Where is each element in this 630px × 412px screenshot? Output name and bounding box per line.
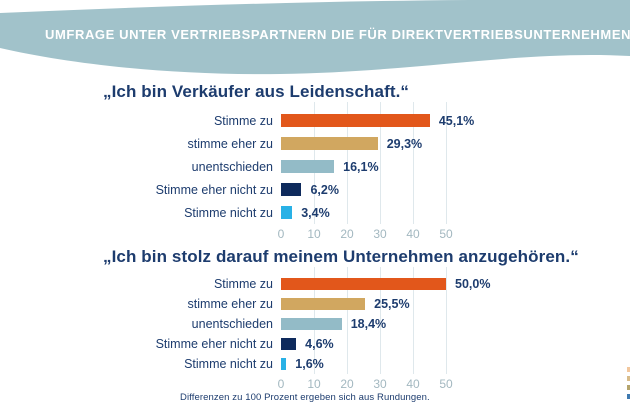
bar <box>281 318 342 330</box>
plot-area: Stimme zu 45,1% stimme eher zu 29,3% unentsc… <box>0 102 630 243</box>
gridline <box>446 267 447 374</box>
x-tick-label: 50 <box>439 227 453 241</box>
bar-track: 1,6% <box>281 354 630 374</box>
x-tick-label: 10 <box>307 227 321 241</box>
chart-passion: „Ich bin Verkäufer aus Leidenschaft.“ St… <box>0 82 630 243</box>
bar-row: Stimme zu 45,1% <box>0 109 630 132</box>
bar-rows: Stimme zu 50,0% stimme eher zu 25,5% unentsc… <box>0 274 630 374</box>
gridline <box>347 102 348 224</box>
x-tick-label: 0 <box>277 377 285 391</box>
x-tick-label: 50 <box>439 377 453 391</box>
category-label: Stimme zu <box>213 113 273 128</box>
category-label: Stimme nicht zu <box>184 357 273 371</box>
bar-row: Stimme eher nicht zu 4,6% <box>0 334 630 354</box>
x-tick-label: 40 <box>406 377 420 391</box>
category-label: unentschieden <box>191 159 273 174</box>
edge-mark <box>627 376 630 381</box>
bar-row: stimme eher zu 25,5% <box>0 294 630 314</box>
x-tick-label: 0 <box>277 227 285 241</box>
page-title: UMFRAGE UNTER VERTRIEBSPARTNERN DIE FÜR … <box>45 27 630 42</box>
category-label: Stimme eher nicht zu <box>155 182 273 197</box>
value-label: 4,6% <box>305 337 334 351</box>
bar-track: 3,4% <box>281 201 630 224</box>
value-label: 3,4% <box>301 205 330 220</box>
category-label: Stimme zu <box>213 277 273 291</box>
bar-track: 45,1% <box>281 109 630 132</box>
value-label: 29,3% <box>386 136 423 151</box>
value-label: 1,6% <box>295 357 324 371</box>
bar <box>281 206 293 219</box>
bar <box>281 338 297 350</box>
value-label: 16,1% <box>343 159 379 174</box>
chart-pride: „Ich bin stolz darauf meinem Unternehmen… <box>0 247 630 393</box>
bar <box>281 298 366 310</box>
rounding-note: Differenzen zu 100 Prozent ergeben sich … <box>180 392 430 403</box>
gridline <box>347 267 348 374</box>
bar <box>281 160 335 173</box>
bar-row: Stimme nicht zu 1,6% <box>0 354 630 374</box>
category-label: unentschieden <box>191 317 273 331</box>
gridline <box>380 267 381 374</box>
bar <box>281 278 446 290</box>
bar-track: 16,1% <box>281 155 630 178</box>
value-label: 45,1% <box>438 113 475 128</box>
gridline <box>446 102 447 224</box>
edge-mark <box>627 394 630 399</box>
value-label: 50,0% <box>455 277 491 291</box>
bar-row: Stimme zu 50,0% <box>0 274 630 294</box>
x-tick-label: 10 <box>307 377 321 391</box>
bar-track: 4,6% <box>281 334 630 354</box>
edge-mark <box>627 385 630 390</box>
bar-row: unentschieden 18,4% <box>0 314 630 334</box>
x-tick-label: 30 <box>373 227 387 241</box>
x-tick-label: 20 <box>340 227 354 241</box>
category-label: stimme eher zu <box>187 136 273 151</box>
category-label: Stimme eher nicht zu <box>155 337 273 351</box>
x-axis-ticks: 0 10 20 30 40 50 <box>278 227 501 243</box>
chart-title: „Ich bin Verkäufer aus Leidenschaft.“ <box>103 82 410 101</box>
value-label: 18,4% <box>350 317 387 331</box>
gridline <box>413 267 414 374</box>
category-label: stimme eher zu <box>187 297 273 311</box>
bar-track: 6,2% <box>281 178 630 201</box>
bar-row: stimme eher zu 29,3% <box>0 132 630 155</box>
bar-row: unentschieden 16,1% <box>0 155 630 178</box>
gridline <box>413 102 414 224</box>
header-swoosh-shape <box>0 0 630 75</box>
bar-track: 25,5% <box>281 294 630 314</box>
header-band: UMFRAGE UNTER VERTRIEBSPARTNERN DIE FÜR … <box>0 0 630 80</box>
x-tick-label: 30 <box>373 377 387 391</box>
edge-mark <box>627 367 630 372</box>
bar-track: 50,0% <box>281 274 630 294</box>
bar <box>281 358 287 370</box>
gridline <box>380 102 381 224</box>
bar-row: Stimme nicht zu 3,4% <box>0 201 630 224</box>
bar <box>281 183 302 196</box>
bar-track: 18,4% <box>281 314 630 334</box>
bar-rows: Stimme zu 45,1% stimme eher zu 29,3% unentsc… <box>0 109 630 224</box>
x-tick-label: 40 <box>406 227 420 241</box>
chart-title: „Ich bin stolz darauf meinem Unternehmen… <box>103 247 579 266</box>
x-tick-label: 20 <box>340 377 354 391</box>
plot-area: Stimme zu 50,0% stimme eher zu 25,5% unentsc… <box>0 267 630 393</box>
category-label: Stimme nicht zu <box>184 205 273 220</box>
bar-track: 29,3% <box>281 132 630 155</box>
bar <box>281 114 430 127</box>
x-axis-ticks: 0 10 20 30 40 50 <box>278 377 501 393</box>
value-label: 6,2% <box>310 182 339 197</box>
bar-row: Stimme eher nicht zu 6,2% <box>0 178 630 201</box>
bar <box>281 137 378 150</box>
value-label: 25,5% <box>374 297 410 311</box>
